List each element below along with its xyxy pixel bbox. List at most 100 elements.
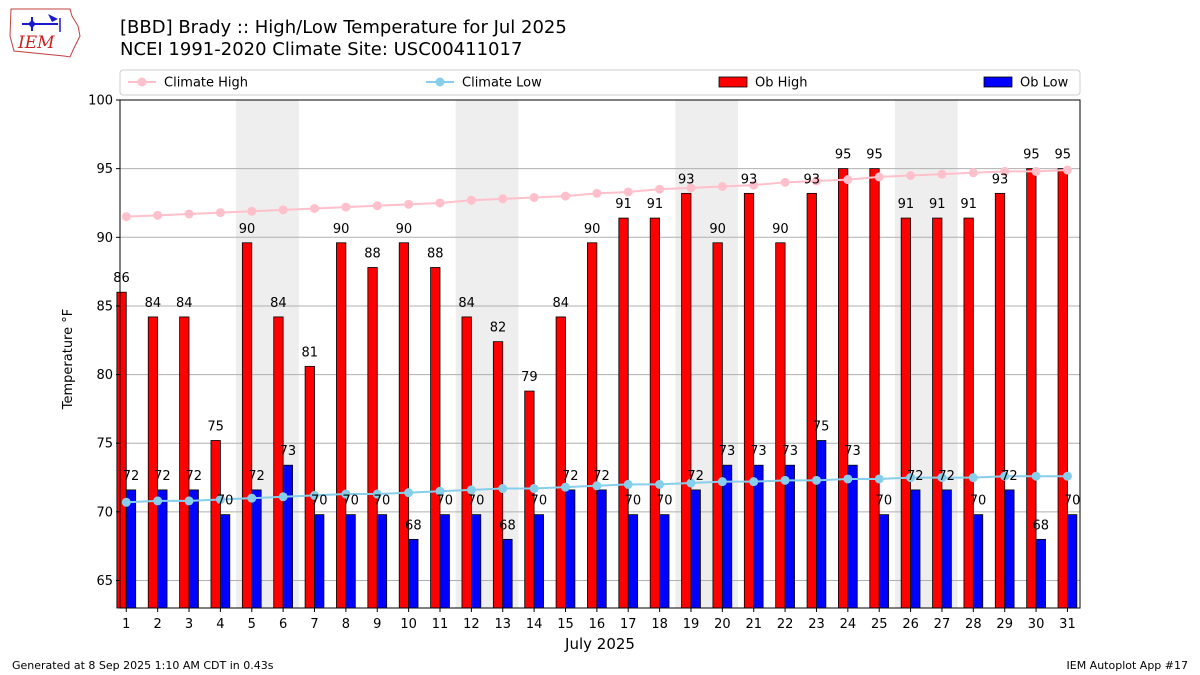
x-tick-label: 3	[185, 617, 193, 632]
ob-high-bar	[210, 440, 221, 609]
y-tick-label: 100	[88, 94, 113, 109]
ob-low-label: 70	[970, 494, 987, 509]
climate-low-point	[1062, 471, 1072, 481]
climate-high-point	[906, 171, 916, 181]
ob-low-label: 73	[782, 444, 799, 459]
ob-low-label: 72	[562, 469, 579, 484]
y-axis-label: Temperature °F	[61, 309, 76, 410]
ob-low-bar	[690, 489, 701, 609]
ob-low-bar	[408, 538, 419, 609]
ob-low-label: 72	[938, 469, 955, 484]
plot-frame	[119, 99, 1081, 609]
x-tick-label: 18	[651, 617, 668, 632]
ob-high-bar	[555, 316, 566, 609]
ob-low-label: 70	[656, 494, 673, 509]
ob-high-bar	[430, 267, 441, 609]
ob-high-label: 93	[741, 172, 758, 187]
climate-low-point	[404, 488, 414, 498]
chart-subtitle: NCEI 1991-2020 Climate Site: USC00411017	[120, 39, 523, 60]
climate-low-point	[811, 475, 821, 485]
ob-high-bar	[743, 192, 755, 609]
ob-low-label: 72	[123, 469, 140, 484]
x-tick-label: 31	[1059, 617, 1076, 632]
x-tick-label: 30	[1028, 617, 1045, 632]
climate-low-point	[310, 490, 320, 500]
climate-low-point	[623, 479, 633, 489]
climate-high-point	[560, 191, 570, 201]
ob-high-bar	[869, 168, 880, 609]
ob-low-label: 72	[687, 469, 704, 484]
ob-high-label: 91	[615, 197, 632, 212]
ob-low-bar	[345, 514, 356, 609]
ob-high-bar	[241, 242, 253, 609]
ob-high-label: 90	[333, 222, 350, 237]
ob-low-bar	[753, 464, 764, 609]
climate-high-point	[623, 187, 633, 197]
climate-high-point	[341, 202, 351, 212]
x-tick-label: 13	[494, 617, 511, 632]
ob-high-bar	[179, 316, 190, 609]
ob-low-label: 70	[625, 494, 642, 509]
ob-high-bar	[963, 217, 974, 609]
ob-low-bar	[470, 514, 482, 609]
ob-low-label: 70	[1064, 494, 1081, 509]
ob-high-bar	[587, 242, 598, 609]
ob-high-label: 84	[145, 296, 162, 311]
ob-low-label: 73	[280, 444, 297, 459]
x-tick-label: 4	[216, 617, 224, 632]
climate-low-point	[560, 482, 570, 492]
climate-low-point	[153, 496, 163, 506]
x-tick-label: 29	[996, 617, 1013, 632]
data-labels: 86 72 84 72 84 72 75 70 90 72 84 73 81 70 90 70 88 70 90 68…	[113, 148, 1080, 534]
ob-low-label: 68	[499, 518, 516, 533]
ob-high-bar	[994, 192, 1006, 609]
ob-high-bar	[806, 192, 817, 609]
ob-high-label: 90	[396, 222, 413, 237]
climate-lines	[121, 165, 1072, 507]
ob-high-bar	[304, 365, 315, 609]
ob-high-bar	[932, 217, 943, 609]
climate-low-point	[498, 484, 508, 494]
iem-logo: IEM	[8, 6, 82, 64]
ob-low-label: 68	[1033, 518, 1050, 533]
x-tick-label: 27	[934, 617, 951, 632]
climate-low-point	[247, 493, 257, 503]
legend-ob-low: Ob Low	[983, 76, 1069, 91]
ob-low-bar	[627, 514, 639, 609]
ob-high-bar	[147, 316, 159, 609]
ob-low-bar	[910, 489, 921, 609]
ob-high-label: 90	[239, 222, 256, 237]
ob-high-label: 88	[427, 247, 444, 262]
climate-low-point	[278, 492, 288, 502]
y-tick-label: 80	[96, 368, 113, 383]
climate-high-point	[1000, 166, 1010, 176]
x-tick-label: 24	[840, 617, 857, 632]
legend-climate-low-label: Climate Low	[462, 76, 542, 91]
climate-low-point	[937, 473, 947, 483]
climate-high-point	[686, 183, 696, 193]
ob-low-label: 70	[876, 494, 893, 509]
ob-low-bar	[941, 489, 952, 609]
climate-low-point	[906, 473, 916, 483]
ob-low-label: 70	[217, 494, 234, 509]
ob-high-label: 90	[584, 222, 601, 237]
ob-high-label: 95	[835, 148, 852, 163]
ob-high-bar	[1026, 168, 1037, 609]
ob-high-label: 79	[521, 370, 538, 385]
ob-low-label: 70	[342, 494, 359, 509]
climate-low-point	[372, 489, 382, 499]
legend-climate-low-swatch-marker	[435, 77, 445, 87]
y-tick-label: 75	[96, 437, 113, 452]
climate-high-point	[780, 177, 790, 187]
climate-low-point	[874, 474, 884, 484]
climate-high-point	[247, 206, 257, 216]
ob-high-bar	[398, 242, 410, 609]
climate-high-point	[749, 180, 759, 190]
x-tick-label: 1	[122, 617, 130, 632]
climate-low-point	[466, 485, 476, 495]
climate-high-point	[404, 199, 414, 209]
ob-low-label: 75	[813, 419, 830, 434]
ob-low-bar	[721, 464, 733, 609]
ob-high-label: 90	[772, 222, 789, 237]
